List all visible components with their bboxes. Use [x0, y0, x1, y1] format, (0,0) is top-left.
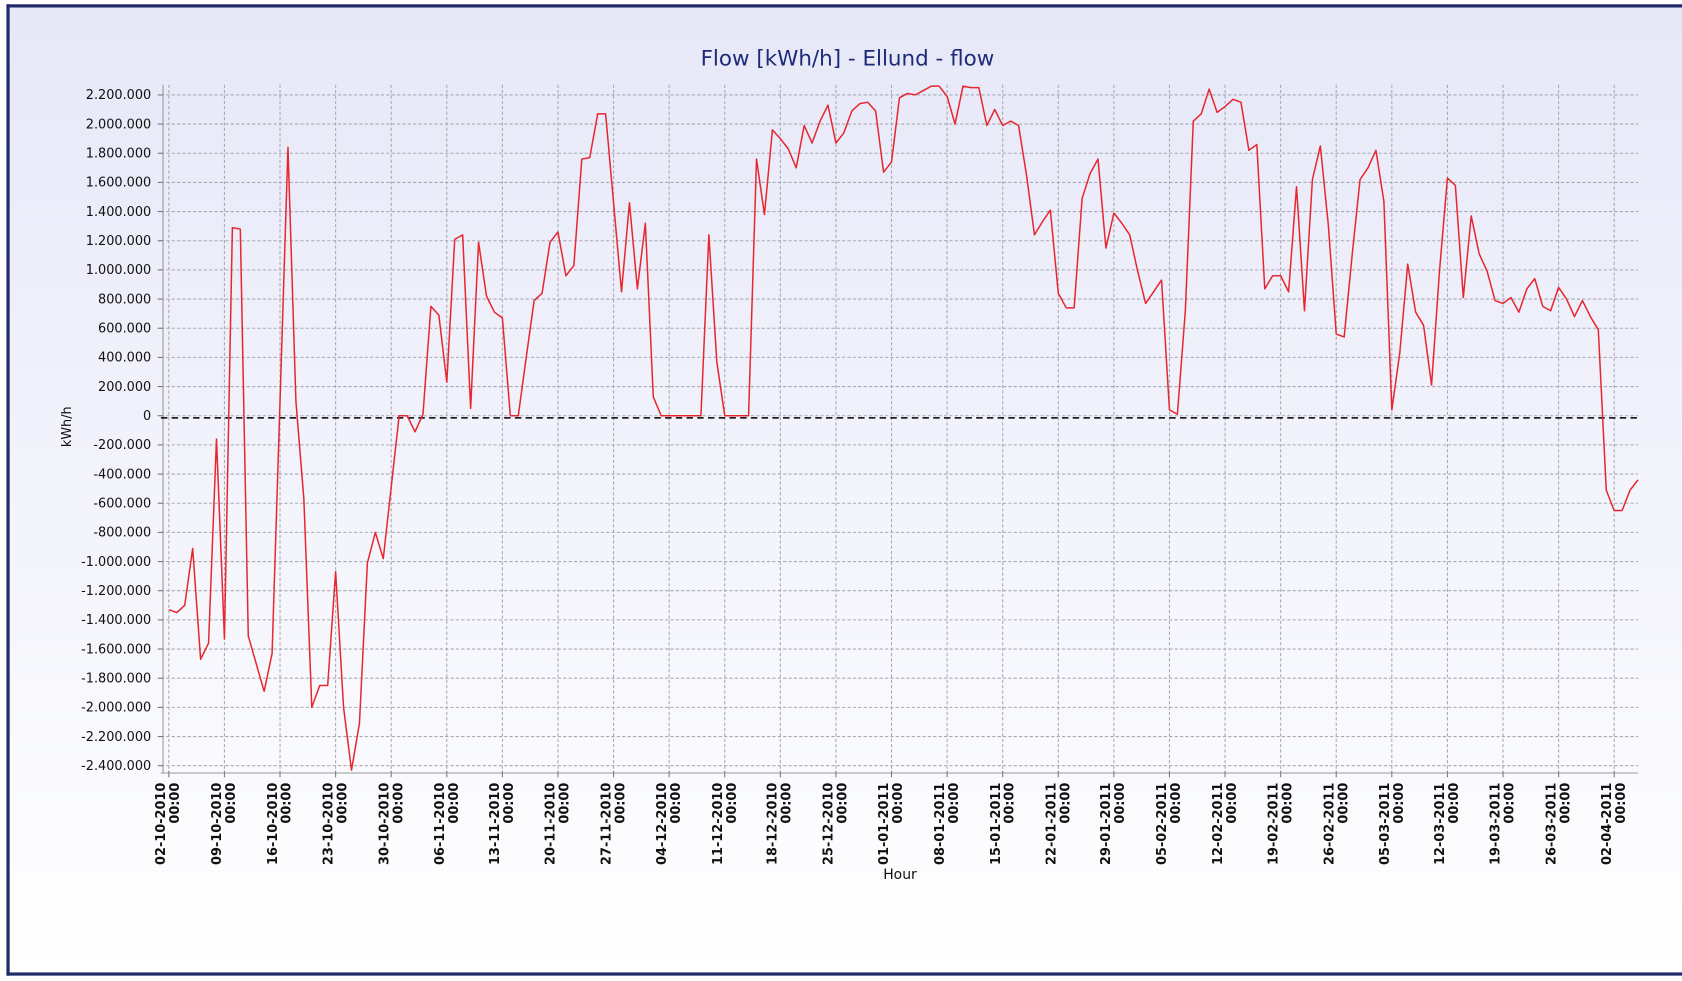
- y-tick-label: -800.000: [93, 526, 151, 541]
- x-tick-label: 06-11-2010 00:00: [431, 782, 461, 865]
- x-tick-label: 15-01-2011 00:00: [987, 782, 1017, 865]
- y-tick-label: 1.800.000: [86, 147, 151, 162]
- x-tick-label: 12-03-2011 00:00: [1432, 782, 1462, 865]
- x-tick-label: 19-03-2011 00:00: [1487, 782, 1517, 865]
- y-tick-label: -1.000.000: [81, 555, 151, 570]
- y-tick-label: 2.200.000: [86, 88, 151, 103]
- y-tick-label: 2.000.000: [86, 117, 151, 132]
- x-tick-label: 20-11-2010 00:00: [542, 782, 572, 865]
- y-tick-label: -2.400.000: [81, 759, 151, 774]
- x-tick-label: 11-12-2010 00:00: [709, 782, 739, 865]
- y-tick-label: 400.000: [98, 351, 151, 366]
- x-tick-label: 22-01-2011 00:00: [1043, 782, 1073, 865]
- y-tick-label: -200.000: [93, 438, 151, 453]
- y-tick-label: 800.000: [98, 292, 151, 307]
- x-tick-label: 05-02-2011 00:00: [1154, 782, 1184, 865]
- x-tick-label: 02-04-2011 00:00: [1599, 782, 1629, 865]
- y-tick-label: -2.200.000: [81, 730, 151, 745]
- y-tick-label: 600.000: [98, 322, 151, 337]
- x-tick-label: 08-01-2011 00:00: [932, 782, 962, 865]
- x-tick-label: 18-12-2010 00:00: [765, 782, 795, 865]
- x-tick-label: 27-11-2010 00:00: [598, 782, 628, 865]
- x-tick-label: 26-03-2011 00:00: [1543, 782, 1573, 865]
- x-tick-label: 29-01-2011 00:00: [1098, 782, 1128, 865]
- y-tick-label: 1.600.000: [86, 176, 151, 191]
- y-tick-label: 1.400.000: [86, 205, 151, 220]
- y-tick-label: -1.200.000: [81, 584, 151, 599]
- y-tick-label: 200.000: [98, 380, 151, 395]
- x-tick-label: 02-10-2010 00:00: [153, 782, 183, 865]
- chart-title: Flow [kWh/h] - Ellund - flow: [701, 46, 995, 71]
- y-tick-label: 1.000.000: [86, 263, 151, 278]
- x-axis-label: Hour: [883, 867, 917, 883]
- x-tick-label: 12-02-2011 00:00: [1210, 782, 1240, 865]
- x-tick-label: 05-03-2011 00:00: [1376, 782, 1406, 865]
- x-tick-label: 30-10-2010 00:00: [376, 782, 406, 865]
- y-tick-label: 0: [143, 409, 151, 424]
- chart-panel: [6, 4, 1682, 976]
- y-tick-label: -600.000: [93, 497, 151, 512]
- x-tick-label: 04-12-2010 00:00: [654, 782, 684, 865]
- series-line: [168, 85, 1639, 771]
- y-tick-label: -1.600.000: [81, 642, 151, 657]
- x-tick-label: 01-01-2011 00:00: [876, 782, 906, 865]
- x-tick-label: 09-10-2010 00:00: [209, 782, 239, 865]
- x-tick-label: 13-11-2010 00:00: [487, 782, 517, 865]
- x-tick-label: 16-10-2010 00:00: [265, 782, 294, 865]
- x-tick-label: 26-02-2011 00:00: [1321, 782, 1351, 865]
- x-tick-label: 19-02-2011 00:00: [1265, 782, 1295, 865]
- y-tick-label: -400.000: [93, 467, 151, 482]
- x-tick-label: 23-10-2010 00:00: [320, 782, 350, 865]
- x-tick-label: 25-12-2010 00:00: [820, 782, 850, 865]
- y-tick-label: -1.400.000: [81, 613, 151, 628]
- y-tick-label: 1.200.000: [86, 234, 151, 249]
- y-axis-label: kWh/h: [60, 406, 75, 447]
- y-tick-label: -2.000.000: [81, 701, 151, 716]
- y-tick-label: -1.800.000: [81, 672, 151, 687]
